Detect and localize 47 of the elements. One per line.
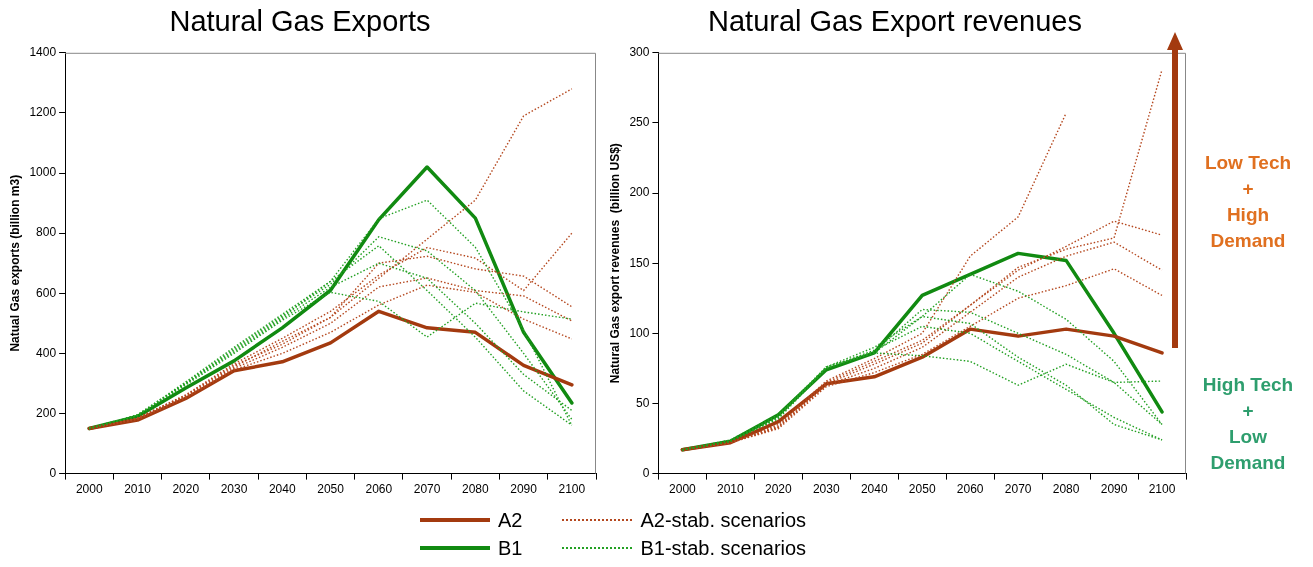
x-tick-label: 2070 — [413, 482, 441, 497]
chart-title: Natural Gas Export revenues — [708, 5, 1082, 38]
y-tick-label: 200 — [36, 405, 57, 420]
x-tick-label: 2030 — [220, 482, 248, 497]
x-tick-label: 2010 — [717, 482, 745, 497]
x-tick-label: 2090 — [510, 482, 538, 497]
y-tick-label: 200 — [629, 185, 650, 200]
x-tick-label: 2050 — [317, 482, 345, 497]
text: Low Tech + High Demand — [1203, 151, 1293, 253]
y-tick-label: 400 — [36, 345, 57, 360]
x-tick-label: 2050 — [908, 482, 936, 497]
legend-label: B1 — [498, 536, 523, 560]
x-tick-label: 2080 — [1052, 482, 1080, 497]
x-tick-label: 2040 — [860, 482, 888, 497]
chart-title: Natural Gas Exports — [169, 5, 431, 38]
x-tick-label: 2000 — [75, 482, 103, 497]
y-axis-title: Natural Gas export revenues (billion US$) — [607, 143, 622, 384]
y-tick-label: 50 — [636, 395, 650, 410]
y-tick-label: 800 — [36, 225, 57, 240]
legend-label: A2 — [498, 508, 523, 532]
x-tick-label: 2040 — [268, 482, 296, 497]
x-tick-label: 2080 — [461, 482, 490, 497]
y-tick-label: 100 — [629, 325, 650, 340]
y-tick-label: 300 — [629, 45, 650, 60]
x-tick-label: 2000 — [669, 482, 697, 497]
x-tick-label: 2060 — [956, 482, 984, 497]
y-axis-title: Natual Gas exports (billion m3) — [7, 174, 22, 352]
x-tick-label: 2070 — [1004, 482, 1032, 497]
x-tick-label: 2020 — [172, 482, 200, 497]
y-tick-label: 1000 — [29, 165, 57, 180]
x-tick-label: 2060 — [365, 482, 393, 497]
y-tick-label: 0 — [642, 465, 650, 480]
legend-label: B1-stab. scenarios — [640, 536, 807, 560]
y-tick-label: 150 — [629, 255, 650, 270]
y-tick-label: 250 — [629, 115, 650, 130]
y-tick-label: 1200 — [29, 105, 57, 120]
x-tick-label: 2100 — [1148, 482, 1176, 497]
y-tick-label: 600 — [36, 285, 57, 300]
text: High Tech + Low Demand — [1201, 373, 1295, 475]
y-tick-label: 1400 — [29, 45, 57, 60]
legend-label: A2-stab. scenarios — [640, 508, 807, 532]
x-tick-label: 2090 — [1100, 482, 1128, 497]
x-tick-label: 2100 — [558, 482, 586, 497]
x-tick-label: 2010 — [124, 482, 152, 497]
x-tick-label: 2020 — [764, 482, 792, 497]
y-tick-label: 0 — [49, 465, 57, 480]
x-tick-label: 2030 — [812, 482, 840, 497]
